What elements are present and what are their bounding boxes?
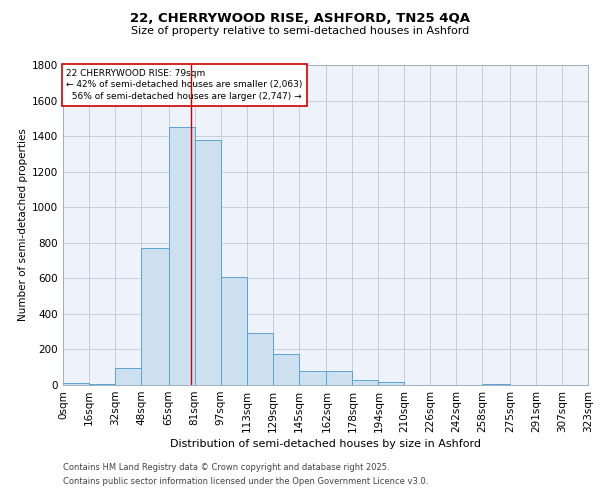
Bar bbox=[194, 140, 221, 385]
Bar bbox=[169, 127, 194, 385]
Bar bbox=[89, 384, 115, 385]
Text: Contains HM Land Registry data © Crown copyright and database right 2025.: Contains HM Land Registry data © Crown c… bbox=[63, 464, 389, 472]
Text: Contains public sector information licensed under the Open Government Licence v3: Contains public sector information licen… bbox=[63, 477, 428, 486]
Y-axis label: Number of semi-detached properties: Number of semi-detached properties bbox=[18, 128, 28, 322]
Bar bbox=[272, 354, 299, 385]
Text: 22 CHERRYWOOD RISE: 79sqm
← 42% of semi-detached houses are smaller (2,063)
  56: 22 CHERRYWOOD RISE: 79sqm ← 42% of semi-… bbox=[66, 68, 302, 101]
Bar bbox=[63, 383, 89, 385]
Bar bbox=[141, 248, 169, 385]
Bar bbox=[247, 334, 272, 385]
X-axis label: Distribution of semi-detached houses by size in Ashford: Distribution of semi-detached houses by … bbox=[170, 439, 481, 449]
Bar bbox=[221, 276, 247, 385]
Bar bbox=[379, 382, 404, 385]
Text: Size of property relative to semi-detached houses in Ashford: Size of property relative to semi-detach… bbox=[131, 26, 469, 36]
Bar bbox=[115, 368, 141, 385]
Text: 22, CHERRYWOOD RISE, ASHFORD, TN25 4QA: 22, CHERRYWOOD RISE, ASHFORD, TN25 4QA bbox=[130, 12, 470, 26]
Bar bbox=[326, 371, 352, 385]
Bar bbox=[299, 371, 326, 385]
Bar bbox=[482, 384, 510, 385]
Bar bbox=[352, 380, 379, 385]
